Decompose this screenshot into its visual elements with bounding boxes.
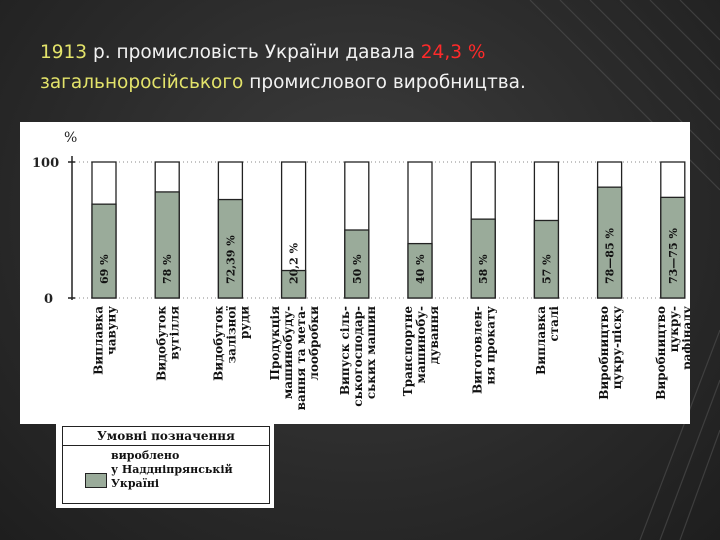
x-tick-label: ських машин [364,306,378,399]
y-axis-label: % [64,130,77,146]
x-tick-label: машинобуду- [281,306,295,399]
bar-value-label: 78—85 % [604,228,617,284]
x-tick-label: ськогосподар- [351,306,365,407]
x-tick-label: рафінаду [680,306,690,370]
bar [217,198,244,299]
bar-value-label: 40 % [414,254,427,284]
title-percent: 24,3 % [420,42,486,63]
x-tick-label: Виплавка [92,306,106,375]
legend-swatch [85,473,107,488]
bar [533,219,560,299]
x-tick-label: лообробки [307,306,321,381]
bar-value-label: 57 % [540,254,553,284]
x-tick-label: Транспортне [401,306,415,397]
chart-figure: % 100 0 69 % Виплавка чавуну 78 % Видобуток вугі… [20,122,690,424]
x-tick-label: Видобуток [211,306,225,381]
legend: Умовні позначення вироблено у Наддніпрян… [56,422,274,508]
legend-frame: Умовні позначення вироблено у Наддніпрян… [62,426,270,504]
x-tick-label: Виготовлен- [471,306,485,394]
bar-value-label: 72,39 % [224,235,237,284]
bar-value-label: 20,2 % [288,242,301,284]
bar-value-label: 78 % [161,254,174,284]
bar [344,229,370,299]
x-tick-label: ня прокату [484,306,498,385]
bar-value-label: 58 % [477,254,490,284]
bar [91,203,117,299]
x-tick-label: цукру- [667,306,681,352]
x-tick-label: цукру-піску [610,306,624,390]
bar-value-label: 50 % [351,254,364,284]
bar-value-label: 73—75 % [667,228,680,284]
title-part2: загальноросійського [40,72,244,93]
bar [280,269,307,299]
bar-value-label: 69 % [98,254,111,284]
x-tick-label: Виплавка [534,306,548,375]
legend-label: вироблено у Наддніпрянській Україні [111,449,233,490]
title-part3: промислового виробництва. [243,72,526,93]
x-tick-label: руди [237,306,251,339]
x-tick-label: вання та мета- [294,306,308,410]
y-tick-label-0: 0 [44,292,53,307]
x-tick-label: чавуну [105,306,119,355]
x-tick-label: вугілля [168,306,182,360]
title-year: 1913 [40,42,88,63]
bar [596,186,623,299]
x-tick-label: дування [427,306,441,364]
x-tick-label: Виробництво [654,306,668,400]
bar [660,196,686,299]
x-tick-label: Випуск сіль- [338,306,352,395]
x-tick-label: Видобуток [155,306,169,381]
x-tick-label: Продукція [268,306,282,380]
bar [470,218,496,299]
x-tick-label: сталі [547,306,561,342]
x-tick-label: залізної [224,306,238,364]
slide-title: 1913 р. промисловість України давала 24,… [40,38,700,98]
legend-title: Умовні позначення [63,429,269,446]
bar [407,242,433,299]
bar [154,191,180,299]
x-tick-label: машинобу- [414,306,428,383]
title-part1: р. промисловість України давала [87,42,421,63]
x-tick-label: Виробництво [597,306,611,400]
y-tick-label-100: 100 [32,156,59,171]
